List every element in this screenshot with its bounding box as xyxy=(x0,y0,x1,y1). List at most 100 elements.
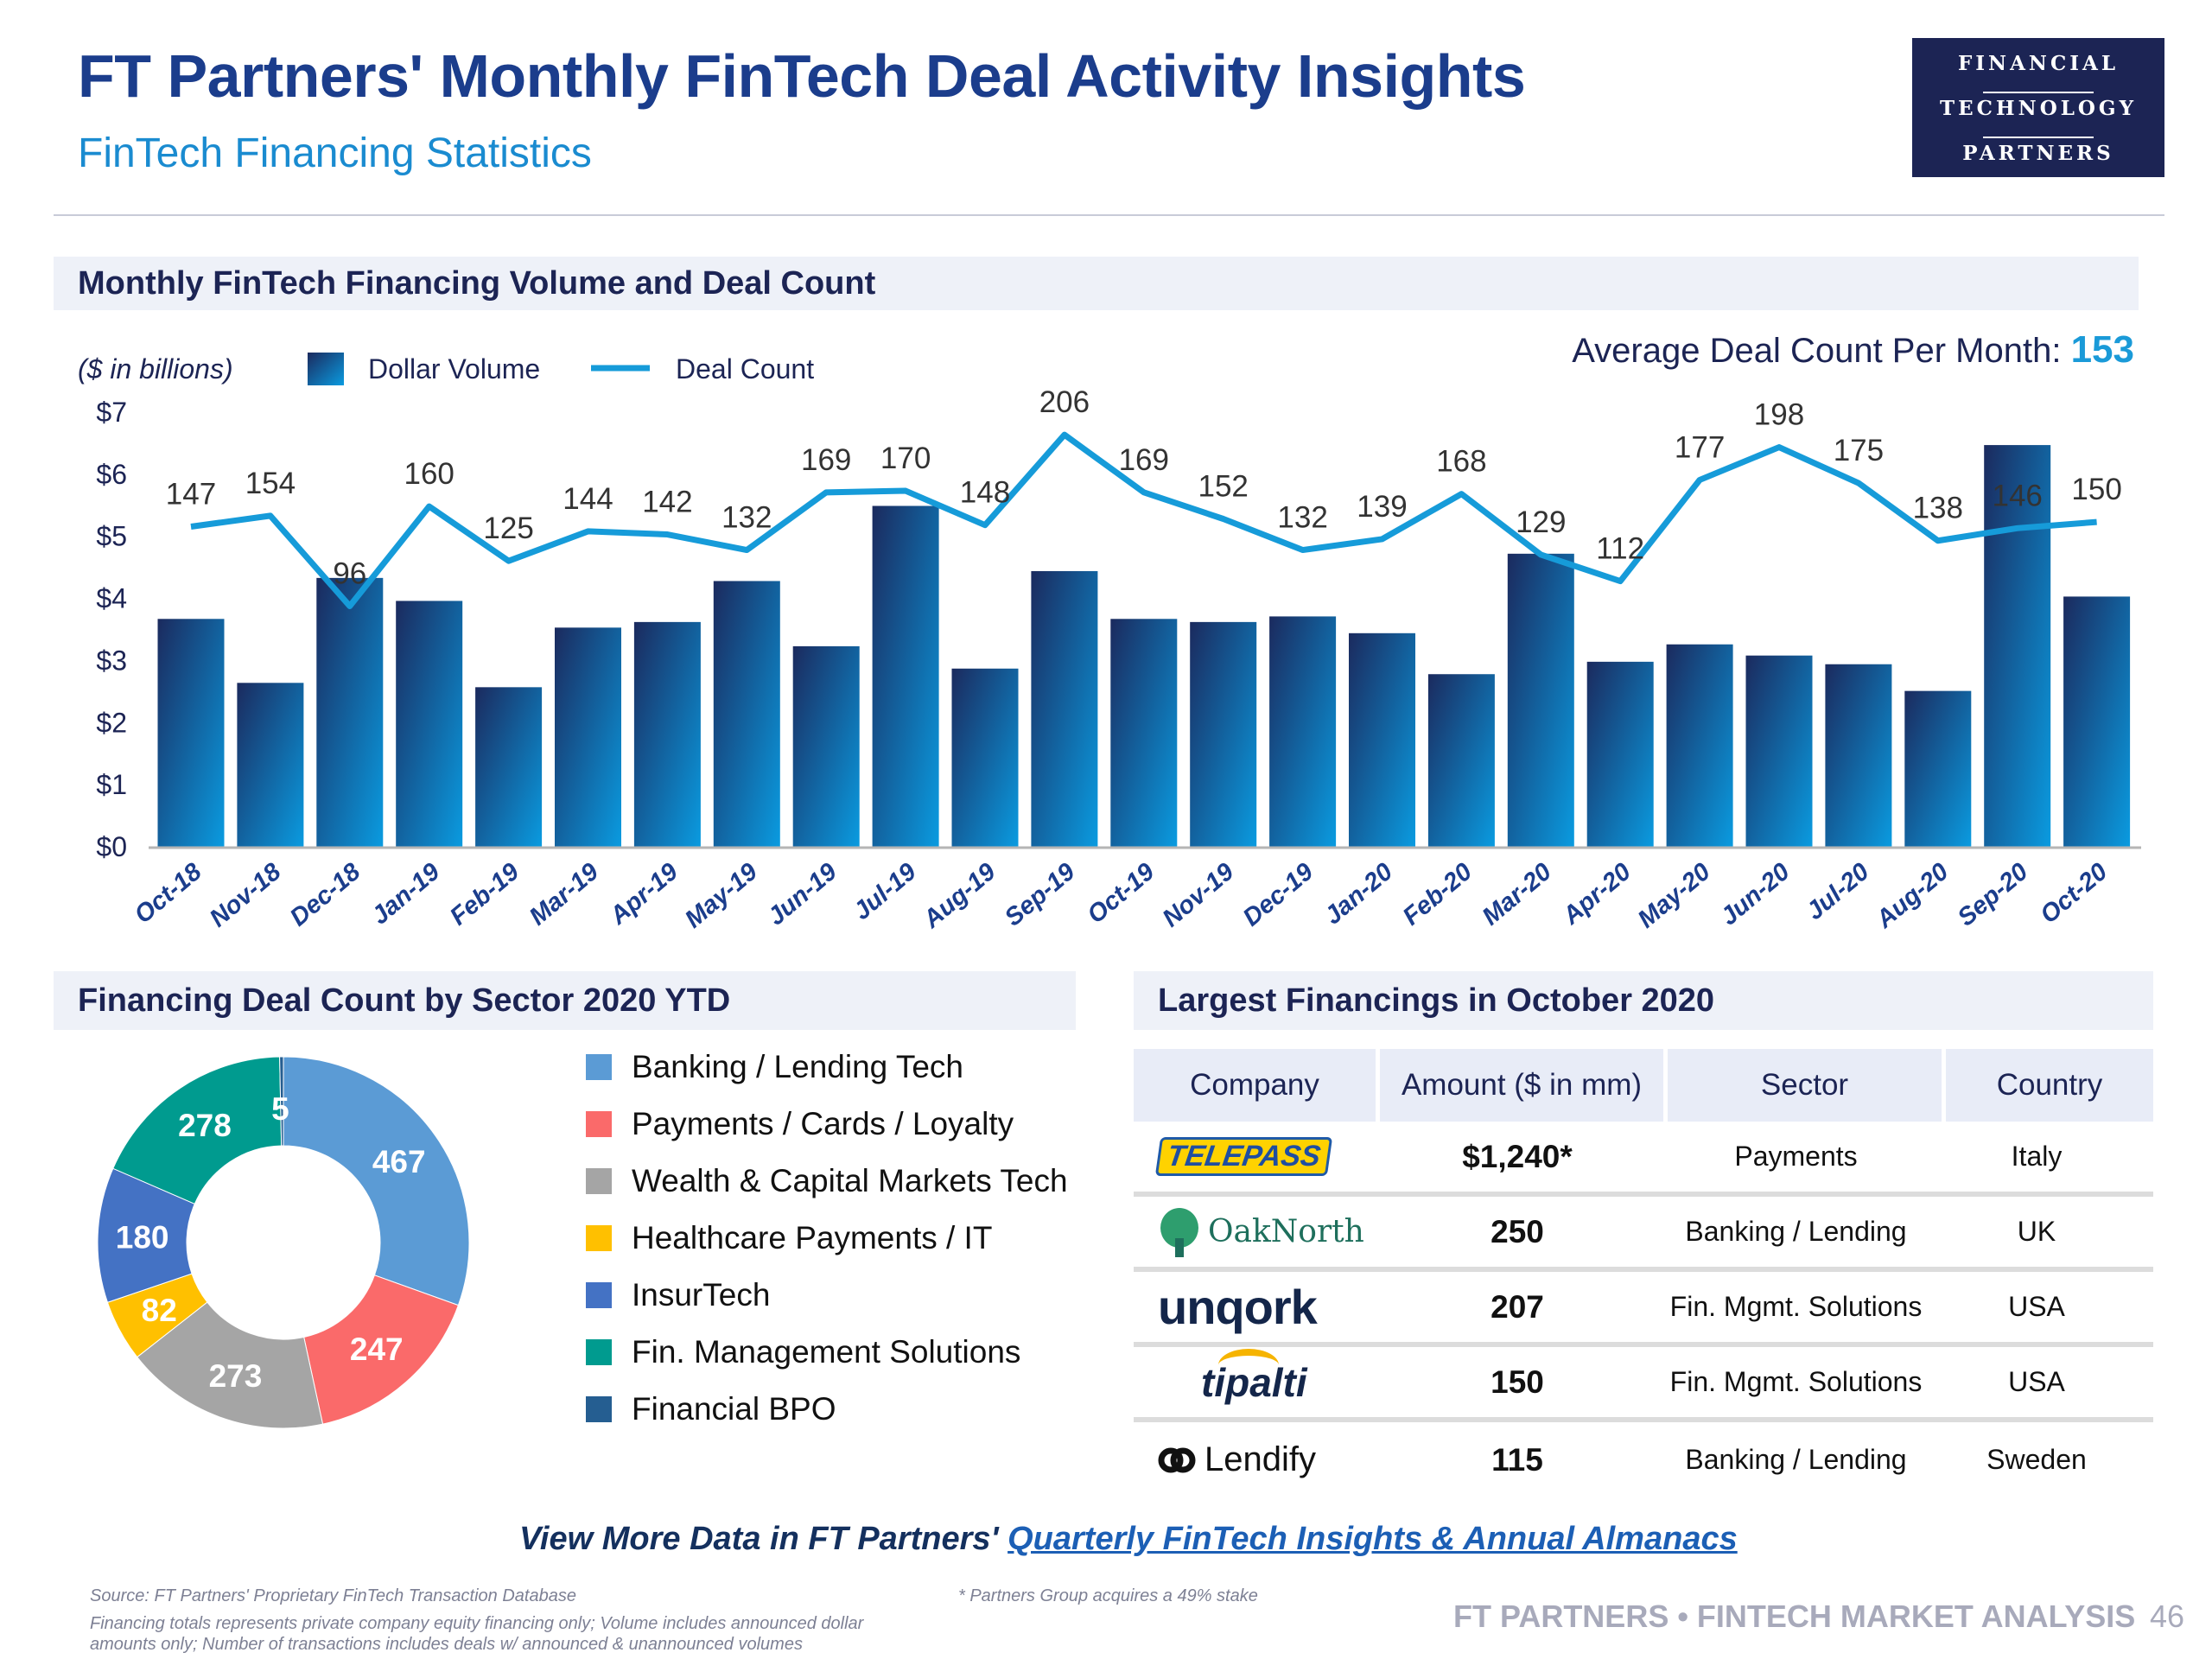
legend-label: Banking / Lending Tech xyxy=(632,1049,964,1084)
table-row: TELEPASS $1,240* Payments Italy xyxy=(1134,1122,2153,1197)
legend-swatch xyxy=(586,1396,612,1422)
bar-dollar-volume xyxy=(1984,445,2051,847)
slice-value-label: 278 xyxy=(178,1108,232,1143)
donut-slice xyxy=(279,1056,284,1147)
page-number: 46 xyxy=(2150,1599,2185,1634)
cta-prefix: View More Data in FT Partners' xyxy=(519,1521,1008,1557)
legend-item: Payments / Cards / Loyalty xyxy=(586,1106,1014,1142)
legend-swatch xyxy=(586,1111,612,1137)
legend-swatch-dollar-volume xyxy=(308,353,344,385)
table-row: tipalti 150 Fin. Mgmt. Solutions USA xyxy=(1134,1347,2153,1422)
country-cell: Italy xyxy=(2011,1141,2063,1172)
legend-label-deal-count: Deal Count xyxy=(676,353,814,385)
bar-dollar-volume xyxy=(792,645,860,847)
legend-label: Wealth & Capital Markets Tech xyxy=(632,1163,1068,1198)
slice-value-label: 467 xyxy=(372,1144,426,1179)
bar-dollar-volume xyxy=(475,687,543,847)
country-cell: Sweden xyxy=(1986,1444,2087,1475)
legend-label: Financial BPO xyxy=(632,1391,836,1427)
oak-tree-icon xyxy=(1160,1207,1198,1257)
deal-count-label: 138 xyxy=(1913,492,1963,525)
average-label: Average Deal Count Per Month: xyxy=(1572,332,2062,370)
sector-cell: Fin. Mgmt. Solutions xyxy=(1669,1291,1923,1322)
logo-line: FINANCIAL xyxy=(1957,52,2120,75)
methodology-note: Financing totals represents private comp… xyxy=(90,1614,864,1633)
bar-dollar-volume xyxy=(2063,596,2131,847)
x-tick-label: Feb-19 xyxy=(445,858,524,931)
deal-count-label: 177 xyxy=(1675,430,1725,464)
company-cell: unqork xyxy=(1134,1279,1376,1335)
x-tick-label: Aug-20 xyxy=(1871,858,1955,934)
x-tick-label: Dec-19 xyxy=(1238,858,1319,932)
slice-value-label: 247 xyxy=(350,1332,404,1367)
bar-dollar-volume xyxy=(1110,619,1178,847)
section-header-sector: Financing Deal Count by Sector 2020 YTD xyxy=(54,971,1076,1030)
x-tick-label: Nov-18 xyxy=(205,857,287,932)
telepass-logo: TELEPASS xyxy=(1154,1137,1333,1176)
tipalti-logo: tipalti xyxy=(1201,1348,1307,1405)
table-row: OakNorth 250 Banking / Lending UK xyxy=(1134,1197,2153,1272)
deal-count-label: 129 xyxy=(1516,505,1566,539)
x-tick-label: Sep-20 xyxy=(1953,858,2033,932)
section-header-largest: Largest Financings in October 2020 xyxy=(1134,971,2153,1030)
x-tick-label: Dec-18 xyxy=(285,857,366,931)
donut-slice xyxy=(283,1056,470,1306)
amount-cell: 150 xyxy=(1491,1363,1544,1400)
lendify-link-icon xyxy=(1158,1447,1196,1472)
bar-dollar-volume xyxy=(633,621,701,847)
logo-line: TECHNOLOGY xyxy=(1939,97,2137,120)
x-tick-label: Sep-19 xyxy=(1000,858,1080,932)
sector-cell: Banking / Lending xyxy=(1685,1444,1907,1475)
deal-count-label: 170 xyxy=(880,442,931,475)
sector-cell: Payments xyxy=(1734,1141,1858,1172)
y-tick-label: $5 xyxy=(96,521,127,552)
page-title: FT Partners' Monthly FinTech Deal Activi… xyxy=(78,42,1526,110)
quarterly-insights-link[interactable]: Quarterly FinTech Insights & Annual Alma… xyxy=(1007,1521,1738,1557)
country-cell: USA xyxy=(2008,1291,2065,1322)
largest-financings-table: Company Amount ($ in mm) Sector Country … xyxy=(1134,1049,2153,1497)
bar-dollar-volume xyxy=(1586,661,1654,847)
legend-swatch xyxy=(586,1054,612,1080)
y-tick-label: $0 xyxy=(96,831,127,862)
x-tick-label: May-20 xyxy=(1633,858,1716,934)
legend-label: InsurTech xyxy=(632,1277,771,1313)
column-header-sector: Sector xyxy=(1668,1049,1942,1122)
x-tick-label: Jul-20 xyxy=(1802,858,1875,925)
y-tick-label: $6 xyxy=(96,459,127,490)
legend-label: Healthcare Payments / IT xyxy=(632,1220,993,1255)
footer-brand: FT PARTNERS • FINTECH MARKET ANALYSIS xyxy=(1453,1599,2136,1634)
deal-count-label: 175 xyxy=(1834,434,1884,467)
deal-count-label: 142 xyxy=(642,486,692,519)
bar-dollar-volume xyxy=(713,581,780,847)
source-note: Source: FT Partners' Proprietary FinTech… xyxy=(90,1586,576,1605)
deal-count-label: 139 xyxy=(1357,490,1407,524)
legend-swatch xyxy=(586,1225,612,1251)
x-tick-label: Jan-19 xyxy=(366,858,445,931)
bar-dollar-volume xyxy=(1745,655,1813,847)
slice-value-label: 273 xyxy=(209,1358,263,1394)
deal-count-label: 154 xyxy=(245,467,296,500)
x-tick-label: Jun-20 xyxy=(1715,858,1795,931)
table-header-row: Company Amount ($ in mm) Sector Country xyxy=(1134,1049,2153,1122)
donut-slice xyxy=(303,1274,460,1425)
monthly-bar-line-chart: ($ in billions) Dollar Volume Deal Count… xyxy=(78,353,2141,934)
deal-count-label: 169 xyxy=(1119,443,1169,477)
bar-dollar-volume xyxy=(1031,570,1098,847)
deal-count-line xyxy=(190,431,2097,609)
amount-cell: 250 xyxy=(1491,1213,1544,1249)
y-tick-label: $7 xyxy=(96,397,127,428)
deal-count-label: 144 xyxy=(563,482,613,516)
bar-dollar-volume xyxy=(396,601,463,847)
x-tick-label: May-19 xyxy=(680,858,763,934)
company-cell: Lendify xyxy=(1134,1440,1376,1479)
bar-dollar-volume xyxy=(1269,616,1337,847)
bar-dollar-volume xyxy=(1427,674,1495,847)
sector-cell: Fin. Mgmt. Solutions xyxy=(1669,1366,1923,1397)
average-deal-count: Average Deal Count Per Month: 153 xyxy=(1572,328,2134,372)
x-tick-label: Jun-19 xyxy=(763,858,842,931)
bar-dollar-volume xyxy=(1507,553,1574,847)
lendify-name: Lendify xyxy=(1205,1440,1316,1478)
logo-divider xyxy=(1983,137,2094,138)
amount-cell: $1,240* xyxy=(1462,1138,1573,1174)
deal-count-label: 198 xyxy=(1754,398,1804,432)
